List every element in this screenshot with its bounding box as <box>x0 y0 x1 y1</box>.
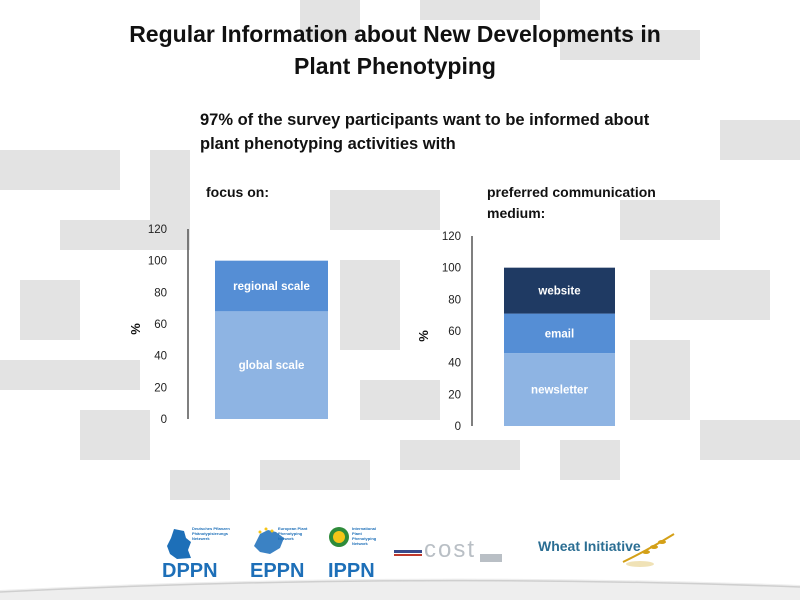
footer-logo-strip: Deutsches Pflanzen Phänotypisierungs Net… <box>0 510 800 600</box>
chart-1-segment-label: regional scale <box>233 281 310 293</box>
slide-subtitle-line1: 97% of the survey participants want to b… <box>200 111 650 129</box>
focus-chart-heading: focus on: <box>206 184 269 200</box>
chart-2-y-tick-label: 60 <box>448 326 461 338</box>
chart-2-bar-segment-website <box>504 267 615 314</box>
eppn-caption: European Plant Phenotyping Network <box>278 526 308 541</box>
chart-1-y-tick-label: 0 <box>161 414 167 426</box>
chart-2-y-tick-label: 120 <box>442 231 461 243</box>
germany-map-icon <box>167 529 191 559</box>
globe-icon <box>329 527 349 547</box>
chart-2-y-axis-label: % <box>416 330 431 342</box>
slide-title-line1: Regular Information about New Developmen… <box>129 21 661 47</box>
wheat-initiative-logo: Wheat Initiative <box>538 530 678 580</box>
chart-2-y-tick-label: 20 <box>448 389 461 401</box>
medium-chart-heading: preferred communication medium: <box>487 182 717 224</box>
cost-mark-icon <box>394 550 502 562</box>
chart-1-segment-label: global scale <box>239 360 305 372</box>
chart-2-segment-label: website <box>537 286 580 298</box>
chart-2-segment-label: email <box>545 328 574 340</box>
chart-2-segment-label: newsletter <box>531 385 588 397</box>
chart-2-y-tick-label: 100 <box>442 263 461 275</box>
chart-1-y-tick-label: 20 <box>154 382 167 394</box>
eppn-wordmark: EPPN <box>250 560 305 582</box>
chart-1-y-tick-label: 80 <box>154 287 167 299</box>
dppn-logo: Deutsches Pflanzen Phänotypisierungs Net… <box>160 522 230 582</box>
ippn-wordmark: IPPN <box>328 560 375 582</box>
chart-2-bar-segment-newsletter <box>504 353 615 426</box>
chart-2-bar-segment-email <box>504 313 615 354</box>
chart-1-y-axis-label: % <box>128 323 143 335</box>
dppn-caption: Deutsches Pflanzen Phänotypisierungs Net… <box>192 526 230 541</box>
cost-wordmark: cost <box>424 536 477 563</box>
chart-1-y-tick-label: 60 <box>154 319 167 331</box>
slide-title-line2: Plant Phenotyping <box>294 53 496 79</box>
chart-2-y-tick-label: 80 <box>448 294 461 306</box>
wheat-initiative-wordmark: Wheat Initiative <box>538 538 641 554</box>
slide-subtitle-line2: plant phenotyping activities with <box>200 135 456 153</box>
europe-map-icon <box>254 527 284 554</box>
chart-1-y-tick-label: 120 <box>148 224 167 236</box>
chart-1-y-tick-label: 100 <box>148 256 167 268</box>
medium-chart-heading-line2: medium: <box>487 205 546 221</box>
chart-1-bar-segment-regional-scale <box>215 260 328 312</box>
dppn-wordmark: DPPN <box>162 560 218 582</box>
chart-2-y-tick-label: 0 <box>455 421 461 433</box>
medium-chart-heading-line1: preferred communication <box>487 184 656 200</box>
chart-1-bar-segment-global-scale <box>215 311 328 419</box>
ippn-caption: International Plant Phenotyping Network <box>352 526 377 546</box>
eppn-logo: European Plant Phenotyping Network EPPN <box>248 522 320 582</box>
chart-1-y-tick-label: 40 <box>154 351 167 363</box>
footer-wave <box>0 578 800 600</box>
cost-logo: cost <box>394 532 524 572</box>
ippn-logo: International Plant Phenotyping Network … <box>326 522 386 582</box>
wheat-ear-icon <box>622 533 675 567</box>
slide-title: Regular Information about New Developmen… <box>100 18 690 82</box>
slide-subtitle: 97% of the survey participants want to b… <box>200 108 720 156</box>
chart-2-y-tick-label: 40 <box>448 358 461 370</box>
